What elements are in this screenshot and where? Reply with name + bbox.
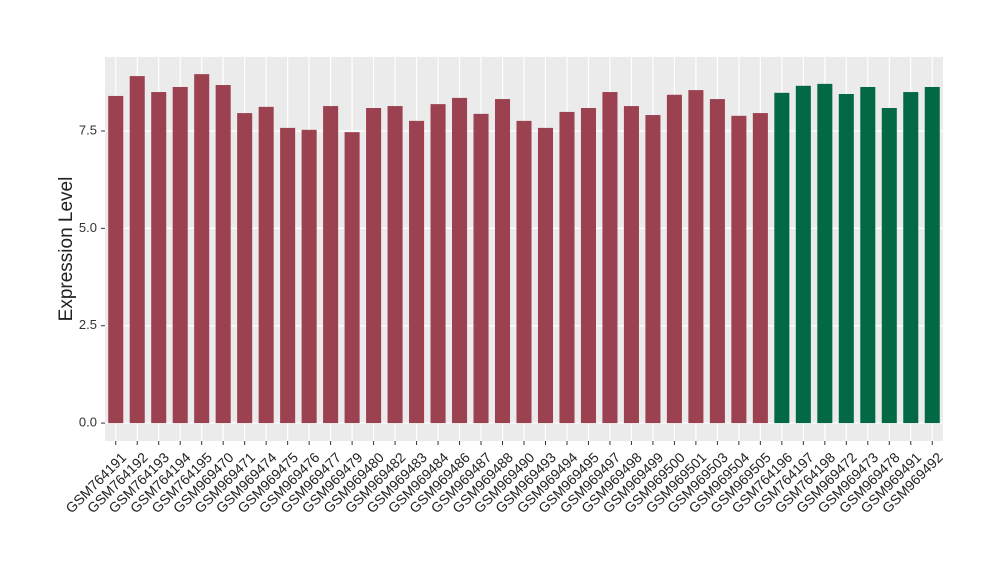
bar (129, 76, 145, 424)
bar (301, 129, 317, 424)
bar (366, 108, 382, 424)
bar (537, 127, 554, 424)
bar (709, 99, 725, 424)
bar (580, 108, 596, 424)
bar (151, 92, 167, 424)
bar (258, 106, 274, 424)
bar (688, 90, 704, 424)
bar (215, 85, 231, 424)
bar (473, 113, 489, 424)
bar (323, 106, 339, 424)
bar (452, 97, 468, 424)
bar (602, 92, 618, 424)
bar (774, 92, 790, 424)
bar (752, 113, 768, 424)
y-tick-label: 2.5 (79, 317, 97, 332)
y-tick-label: 5.0 (79, 220, 97, 235)
bar (344, 132, 360, 424)
bar (409, 120, 425, 424)
bar (516, 120, 532, 424)
bar (559, 111, 575, 424)
y-tick-label: 0.0 (79, 415, 97, 430)
bar (623, 106, 639, 424)
bar (280, 127, 296, 424)
bar (494, 99, 511, 424)
bar (924, 86, 940, 424)
y-tick-label: 7.5 (79, 122, 97, 137)
bar (172, 86, 188, 424)
bar (237, 113, 253, 424)
y-axis-label: Expression Level (56, 177, 77, 322)
bar (817, 83, 833, 424)
bar (903, 92, 919, 424)
bar (645, 115, 661, 424)
bar (731, 115, 747, 424)
bar (838, 93, 854, 424)
bar (881, 108, 897, 424)
bar (194, 74, 210, 424)
bar (860, 86, 876, 424)
bar (430, 104, 446, 424)
bar (795, 85, 811, 424)
bar (666, 94, 682, 424)
bar (108, 95, 124, 424)
bar (387, 106, 403, 424)
